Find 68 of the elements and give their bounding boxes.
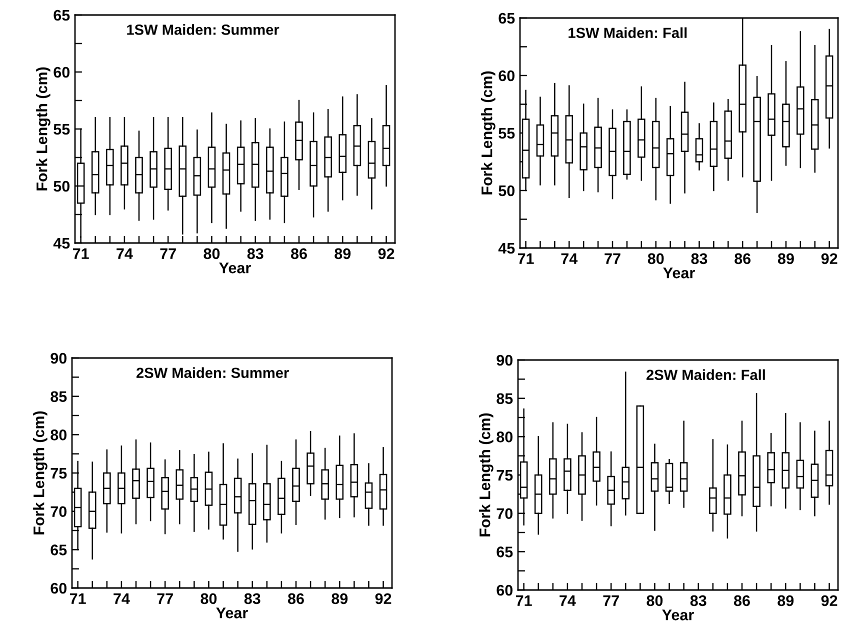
y-axis-title: Fork Length (cm) — [36, 67, 50, 190]
x-tick-label: 92 — [821, 595, 838, 606]
x-tick-label: 77 — [157, 593, 173, 604]
x-tick-label: 83 — [690, 595, 706, 606]
x-axis-title: Year — [219, 262, 251, 274]
x-tick-label: 86 — [290, 248, 307, 260]
x-tick-label: 74 — [114, 593, 130, 604]
x-tick-label: 80 — [646, 595, 663, 606]
y-tick-label: 75 — [496, 470, 513, 481]
y-tick-label: 90 — [496, 354, 513, 366]
y-tick-label: 85 — [496, 393, 513, 404]
x-tick-label: 71 — [72, 248, 89, 259]
x-tick-label: 71 — [518, 253, 534, 264]
x-tick-label: 89 — [334, 248, 351, 260]
x-tick-label: 92 — [821, 253, 838, 264]
x-axis-title: Year — [216, 608, 248, 618]
x-tick-label: 80 — [200, 593, 217, 604]
y-tick-label: 55 — [54, 124, 70, 135]
y-tick-label: 70 — [50, 506, 67, 518]
x-tick-label: 74 — [560, 595, 576, 606]
x-tick-label: 86 — [288, 593, 304, 604]
x-tick-label: 80 — [204, 248, 220, 260]
x-tick-label: 80 — [648, 253, 664, 264]
y-tick-label: 65 — [496, 546, 513, 558]
y-tick-label: 80 — [50, 430, 67, 440]
x-tick-label: 92 — [378, 248, 394, 260]
x-tick-label: 77 — [604, 253, 620, 264]
y-tick-label: 55 — [498, 128, 515, 139]
x-tick-label: 77 — [603, 595, 619, 606]
x-tick-label: 74 — [561, 253, 578, 264]
y-axis-title: Fork Length (cm) — [481, 71, 496, 194]
y-tick-label: 60 — [496, 584, 513, 596]
y-tick-label: 45 — [498, 243, 515, 254]
text: 1SW Maiden: Fall — [568, 27, 687, 38]
x-tick-label: 89 — [778, 253, 794, 264]
y-tick-label: 60 — [54, 66, 70, 78]
y-tick-label: 50 — [498, 185, 515, 196]
y-tick-label: 70 — [496, 508, 513, 520]
y-tick-label: 90 — [50, 352, 67, 364]
x-tick-label: 83 — [691, 253, 708, 264]
y-tick-label: 50 — [54, 180, 70, 192]
x-tick-label: 71 — [70, 593, 86, 604]
y-tick-label: 60 — [50, 582, 67, 594]
y-tick-label: 60 — [498, 70, 515, 82]
x-tick-label: 89 — [332, 593, 348, 604]
x-tick-label: 92 — [375, 593, 392, 604]
x-tick-label: 86 — [734, 595, 750, 606]
y-axis-title: Fork Length (cm) — [33, 411, 48, 534]
x-tick-label: 83 — [247, 248, 264, 260]
y-tick-label: 80 — [496, 432, 513, 442]
y-tick-label: 85 — [50, 391, 67, 402]
text: 2SW Maiden: Summer — [136, 367, 289, 378]
y-tick-label: 65 — [498, 12, 515, 24]
y-tick-label: 75 — [50, 468, 67, 479]
y-tick-label: 65 — [50, 544, 67, 556]
x-tick-label: 83 — [244, 593, 260, 604]
x-tick-label: 77 — [160, 248, 176, 259]
x-tick-label: 74 — [116, 248, 133, 259]
x-tick-label: 71 — [516, 595, 532, 606]
y-tick-label: 65 — [54, 10, 70, 21]
y-tick-label: 45 — [53, 238, 70, 249]
y-axis-title: Fork Length (cm) — [479, 413, 494, 536]
text: 2SW Maiden: Fall — [646, 369, 765, 380]
x-axis-title: Year — [662, 610, 694, 620]
x-tick-label: 86 — [734, 253, 751, 264]
x-tick-label: 89 — [778, 595, 794, 606]
x-axis-title: Year — [663, 268, 695, 278]
chart-title: 1SW Maiden: Summer — [127, 24, 280, 35]
